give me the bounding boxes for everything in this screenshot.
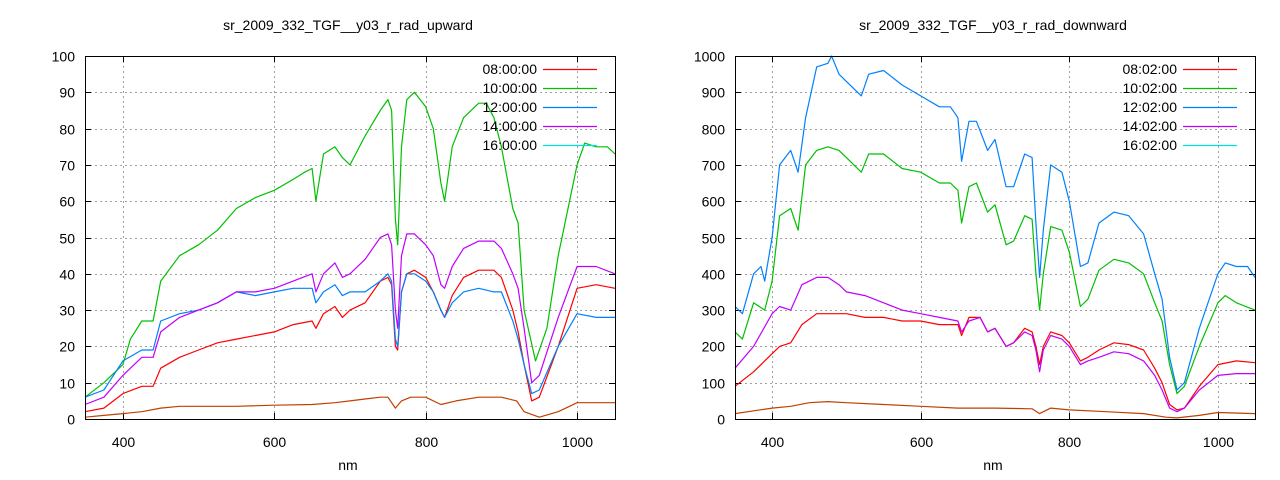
series-line-12-02-00 [734, 55, 1256, 391]
series-line-10-00-00 [84, 91, 616, 398]
y-tick-label: 50 [59, 231, 75, 247]
legend-label: 08:00:00 [483, 61, 538, 77]
chart-title: sr_2009_332_TGF__y03_r_rad_downward [859, 17, 1127, 33]
x-axis-label: nm [338, 457, 357, 473]
y-tick-label: 70 [59, 158, 75, 174]
y-tick-label: 90 [59, 85, 75, 101]
y-tick-label: 700 [702, 158, 726, 174]
y-tick-label: 900 [702, 85, 726, 101]
upward-radiance-chart: sr_2009_332_TGF__y03_r_rad_upward nm 0 10… [52, 17, 616, 473]
legend-label: 10:02:00 [1123, 80, 1178, 96]
legend-label: 12:00:00 [483, 99, 538, 115]
legend-label: 10:00:00 [483, 80, 538, 96]
y-tick-label: 600 [702, 194, 726, 210]
x-tick-label: 600 [263, 434, 287, 450]
series-line-08-02-00 [734, 313, 1256, 411]
y-tick-label: 1000 [694, 49, 725, 65]
x-tick-label: 800 [1058, 434, 1082, 450]
y-tick-label: 400 [702, 267, 726, 283]
y-tick-label: 0 [67, 412, 75, 428]
y-tick-label: 100 [52, 49, 76, 65]
series-line-16-00-00 [84, 396, 615, 418]
legend-label: 08:02:00 [1123, 61, 1178, 77]
y-tick-label: 300 [702, 303, 726, 319]
series-line-14-00-00 [84, 233, 616, 406]
legend-label: 16:00:00 [483, 137, 538, 153]
legend-label: 12:02:00 [1123, 99, 1178, 115]
series-line-16-02-00 [734, 401, 1256, 419]
x-tick-label: 400 [112, 434, 136, 450]
series-line-14-02-00 [734, 276, 1255, 413]
x-tick-label: 400 [761, 434, 785, 450]
legend-label: 16:02:00 [1123, 137, 1178, 153]
x-tick-label: 1000 [1203, 434, 1234, 450]
series-line-10-02-00 [734, 146, 1256, 395]
y-tick-label: 20 [59, 339, 75, 355]
y-tick-label: 200 [702, 339, 726, 355]
y-tick-label: 100 [702, 376, 726, 392]
legend-label: 14:02:00 [1123, 118, 1178, 134]
y-tick-label: 30 [59, 303, 75, 319]
plot-border [85, 56, 616, 420]
y-tick-label: 500 [702, 231, 726, 247]
x-tick-label: 1000 [562, 434, 593, 450]
x-tick-label: 800 [415, 434, 439, 450]
chart-title: sr_2009_332_TGF__y03_r_rad_upward [223, 17, 473, 33]
x-axis-label: nm [983, 457, 1002, 473]
y-tick-label: 800 [702, 122, 726, 138]
downward-radiance-chart: sr_2009_332_TGF__y03_r_rad_downward nm 0… [694, 17, 1256, 473]
x-tick-label: 600 [910, 434, 934, 450]
legend-label: 14:00:00 [483, 118, 538, 134]
y-tick-label: 80 [59, 122, 75, 138]
y-tick-label: 40 [59, 267, 75, 283]
plot-border [735, 56, 1256, 420]
y-tick-label: 10 [59, 376, 75, 392]
y-tick-label: 60 [59, 194, 75, 210]
y-tick-label: 0 [717, 412, 725, 428]
